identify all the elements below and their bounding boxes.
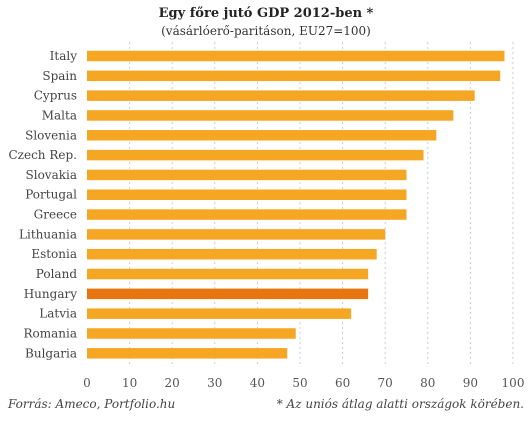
category-label: Italy bbox=[50, 49, 78, 63]
category-label: Lithuania bbox=[19, 227, 77, 241]
category-label: Hungary bbox=[24, 287, 77, 301]
bar bbox=[87, 268, 369, 280]
category-label: Portugal bbox=[25, 188, 77, 202]
x-tick-label: 70 bbox=[378, 376, 393, 390]
category-label: Malta bbox=[42, 108, 77, 122]
bar bbox=[87, 110, 454, 121]
bar-chart: 0 10 20 30 40 50 60 70 80 90 100 Italy Spain Cyprus Ma… bbox=[8, 42, 525, 390]
bar bbox=[87, 209, 407, 220]
footnote: * Az uniós átlag alatti országok körében… bbox=[276, 397, 524, 411]
bar-highlight bbox=[87, 288, 369, 300]
chart-title: Egy főre jutó GDP 2012-ben * bbox=[158, 6, 374, 21]
bar bbox=[87, 248, 377, 260]
bar bbox=[87, 50, 505, 62]
x-tick-label: 0 bbox=[83, 376, 91, 390]
bar bbox=[87, 149, 424, 161]
category-label: Cyprus bbox=[34, 89, 77, 103]
category-label: Romania bbox=[23, 326, 77, 340]
source-note: Forrás: Ameco, Portfolio.hu bbox=[8, 397, 176, 411]
x-tick-label: 50 bbox=[292, 376, 307, 390]
category-label: Slovakia bbox=[26, 168, 77, 182]
category-label: Poland bbox=[36, 267, 78, 281]
category-label: Bulgaria bbox=[25, 346, 77, 360]
category-label: Greece bbox=[34, 208, 77, 222]
x-tick-label: 40 bbox=[250, 376, 265, 390]
bar bbox=[87, 130, 437, 141]
category-label: Estonia bbox=[31, 247, 77, 261]
bar bbox=[87, 90, 475, 101]
category-label: Spain bbox=[42, 69, 77, 83]
category-label: Slovenia bbox=[25, 128, 77, 142]
x-tick-label: 80 bbox=[420, 376, 435, 390]
bar bbox=[87, 328, 296, 339]
bar bbox=[87, 348, 288, 359]
category-label: Czech Rep. bbox=[8, 148, 77, 162]
bar bbox=[87, 70, 501, 82]
bar bbox=[87, 189, 407, 200]
bar bbox=[87, 169, 407, 181]
bar bbox=[87, 308, 352, 319]
bar bbox=[87, 229, 386, 240]
x-tick-label: 60 bbox=[335, 376, 350, 390]
chart-subtitle: (vásárlóerő-paritáson, EU27=100) bbox=[161, 24, 371, 38]
x-tick-label: 20 bbox=[165, 376, 180, 390]
x-tick-label: 10 bbox=[122, 376, 137, 390]
x-tick-label: 100 bbox=[502, 376, 525, 390]
x-tick-label: 90 bbox=[463, 376, 478, 390]
x-tick-label: 30 bbox=[207, 376, 222, 390]
category-label: Latvia bbox=[39, 307, 77, 321]
